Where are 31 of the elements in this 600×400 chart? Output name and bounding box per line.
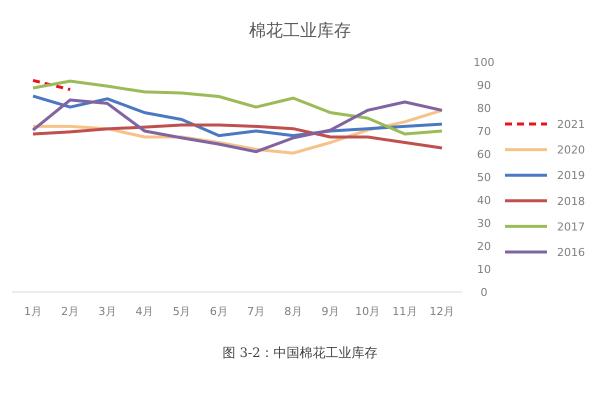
y-tick-label: 90 bbox=[477, 79, 491, 92]
legend-label: 2016 bbox=[557, 246, 585, 259]
x-tick-label: 6月 bbox=[210, 305, 228, 318]
x-tick-label: 5月 bbox=[172, 305, 191, 318]
y-tick-label: 80 bbox=[477, 102, 491, 115]
y-tick-label: 0 bbox=[480, 286, 488, 299]
legend-label: 2021 bbox=[557, 118, 585, 131]
y-tick-label: 100 bbox=[474, 56, 494, 69]
y-tick-label: 60 bbox=[477, 148, 491, 161]
caption: 图 3-2：中国棉花工业库存 bbox=[222, 346, 378, 361]
x-tick-label: 7月 bbox=[247, 305, 266, 318]
title: 棉花工业库存 bbox=[249, 21, 351, 41]
x-tick-label: 9月 bbox=[321, 305, 340, 318]
x-tick-label: 3月 bbox=[98, 305, 116, 318]
y-tick-label: 50 bbox=[477, 171, 491, 184]
y-tick-label: 40 bbox=[477, 194, 491, 207]
legend-label: 2019 bbox=[557, 169, 585, 182]
x-tick-label: 4月 bbox=[136, 305, 154, 318]
y-tick-label: 30 bbox=[477, 217, 491, 230]
legend-label: 2018 bbox=[557, 194, 585, 208]
y-tick-label: 20 bbox=[477, 240, 491, 253]
y-tick-label: 70 bbox=[477, 125, 491, 138]
x-tick-label: 11月 bbox=[392, 305, 418, 318]
x-tick-label: 2月 bbox=[61, 305, 80, 318]
legend-label: 2020 bbox=[557, 144, 585, 157]
x-tick-label: 8月 bbox=[284, 305, 302, 318]
legend-label: 2017 bbox=[557, 220, 585, 234]
y-tick-label: 10 bbox=[477, 263, 491, 276]
x-tick-label: 12月 bbox=[430, 305, 454, 318]
x-tick-label: 1月 bbox=[24, 305, 42, 318]
x-tick-label: 10月 bbox=[355, 305, 380, 318]
